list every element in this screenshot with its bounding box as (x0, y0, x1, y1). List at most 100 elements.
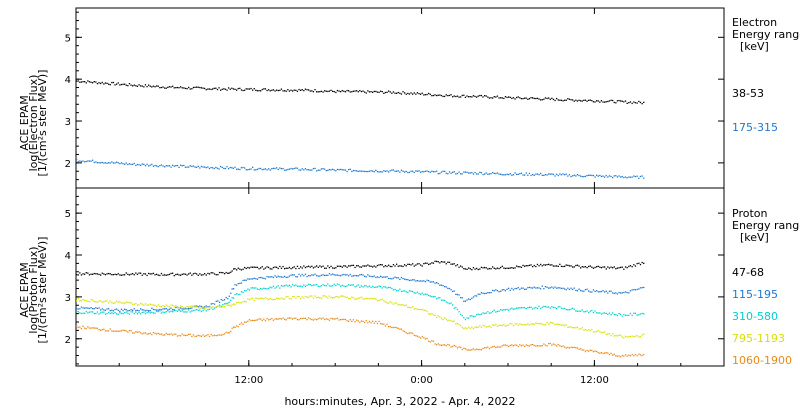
data-point (279, 287, 281, 289)
data-point (277, 318, 279, 320)
data-point (309, 284, 311, 286)
data-point (612, 333, 614, 335)
data-point (506, 308, 508, 311)
data-point (204, 335, 206, 337)
data-point (124, 312, 126, 314)
data-point (156, 333, 158, 335)
data-point (399, 303, 401, 306)
data-point (528, 98, 531, 100)
data-point (372, 91, 374, 93)
data-point (236, 293, 238, 295)
data-point (509, 267, 511, 269)
data-point (210, 303, 212, 305)
data-point (397, 277, 399, 279)
data-point (380, 322, 382, 325)
data-point (360, 90, 363, 93)
data-point (85, 328, 87, 330)
data-point (413, 334, 415, 336)
data-point (399, 278, 401, 280)
data-point (482, 96, 484, 98)
legend-entry-electron-175-315: 175-315 (732, 121, 778, 134)
data-point (175, 333, 177, 335)
data-point (260, 267, 262, 269)
data-point (234, 284, 236, 286)
data-point (434, 260, 436, 262)
data-point (517, 266, 519, 268)
data-point (316, 265, 318, 267)
data-point (626, 177, 628, 179)
data-point (124, 329, 126, 332)
data-point (117, 273, 119, 275)
data-point (284, 298, 286, 300)
data-point (391, 92, 393, 94)
data-point (160, 306, 163, 308)
data-point (450, 320, 452, 322)
data-point (608, 267, 611, 269)
data-point (319, 317, 321, 319)
data-point (552, 265, 555, 267)
data-point (344, 296, 347, 298)
data-point (159, 305, 161, 308)
data-point (520, 172, 523, 174)
data-point (488, 292, 491, 294)
data-point (536, 97, 539, 99)
data-point (343, 295, 345, 297)
data-point (503, 289, 505, 291)
data-point (154, 332, 156, 334)
data-point (280, 318, 283, 320)
data-point (560, 307, 563, 309)
data-point (301, 89, 303, 91)
data-point (551, 286, 553, 288)
data-point (250, 266, 252, 268)
data-point (592, 101, 595, 103)
data-point (442, 261, 444, 263)
data-point (479, 348, 481, 351)
data-point (570, 265, 572, 267)
data-point (199, 335, 201, 337)
data-point (380, 299, 382, 301)
data-point (458, 294, 460, 296)
data-point (260, 276, 262, 279)
data-point (204, 87, 206, 90)
data-point (564, 265, 566, 267)
data-point (295, 284, 297, 286)
data-point (604, 312, 606, 314)
data-point (167, 274, 169, 276)
data-point (311, 90, 313, 92)
data-point (225, 296, 227, 299)
data-point (207, 334, 209, 336)
data-point (485, 312, 487, 314)
data-point (245, 301, 247, 303)
data-point (244, 266, 246, 269)
data-point (583, 311, 585, 313)
data-point (109, 310, 111, 312)
data-point (92, 159, 94, 161)
data-point (197, 306, 199, 309)
data-point (456, 308, 459, 311)
data-point (256, 319, 259, 321)
data-point (336, 317, 339, 319)
data-point (122, 83, 124, 85)
data-point (431, 340, 433, 342)
data-point (375, 298, 377, 300)
data-point (128, 302, 131, 304)
data-point (138, 272, 140, 274)
data-point (108, 272, 110, 275)
data-point (381, 171, 383, 173)
data-point (548, 263, 550, 265)
data-point (338, 274, 340, 277)
data-point (584, 328, 587, 331)
data-point (124, 274, 126, 276)
data-point (506, 344, 508, 347)
data-point (103, 83, 105, 85)
data-point (271, 287, 273, 289)
data-point (484, 347, 486, 349)
data-point (461, 173, 463, 175)
data-point (370, 322, 372, 324)
data-point (88, 160, 91, 162)
data-point (146, 333, 148, 335)
data-point (360, 285, 363, 287)
data-point (589, 99, 591, 101)
data-point (370, 170, 372, 172)
data-point (287, 285, 289, 287)
